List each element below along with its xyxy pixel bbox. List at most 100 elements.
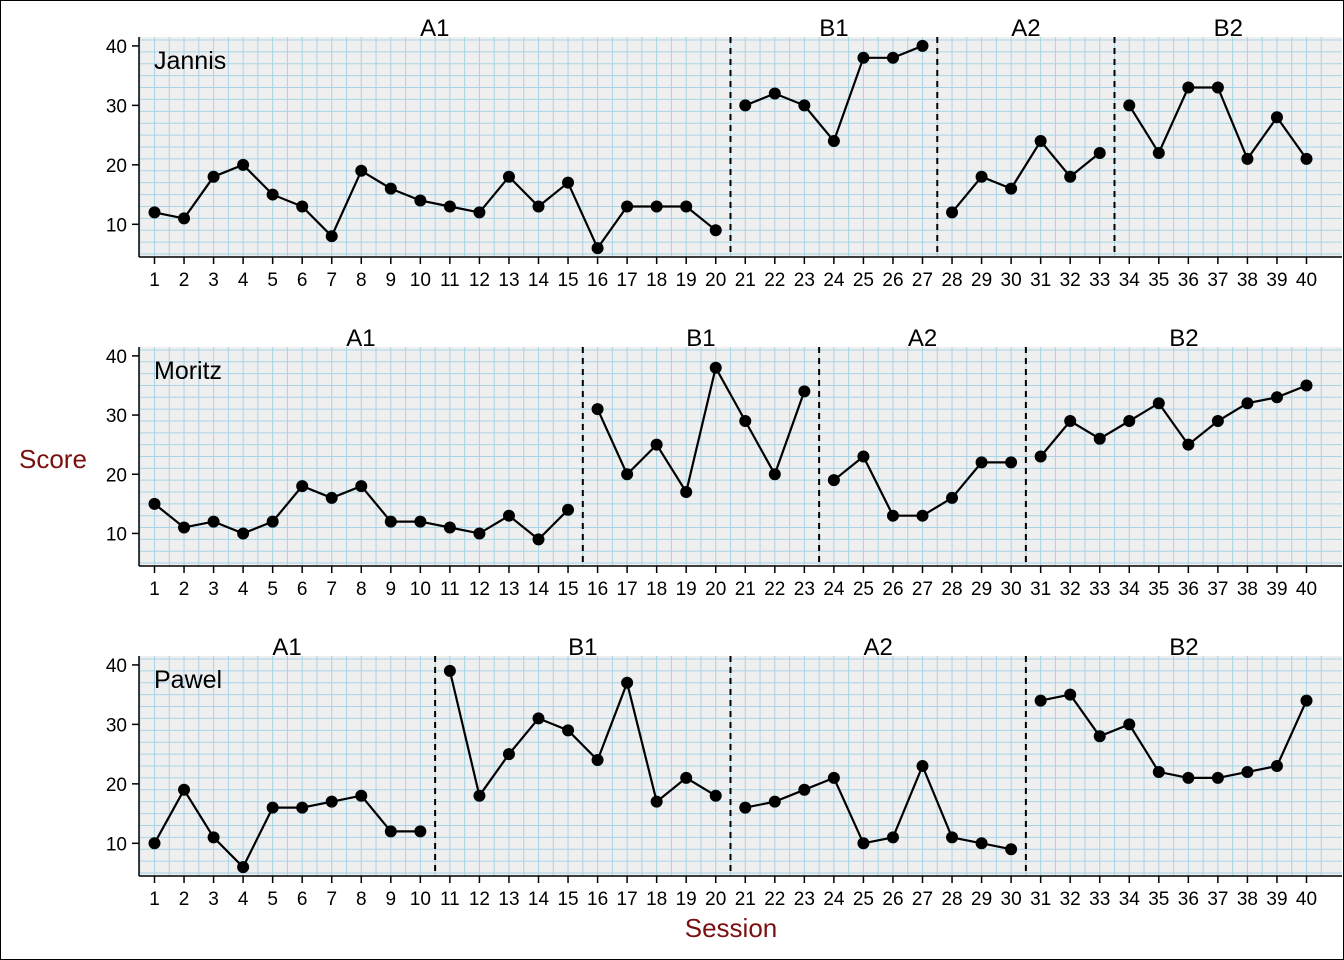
data-point — [591, 242, 604, 255]
x-tick-label: 1 — [149, 270, 160, 291]
data-point — [946, 206, 959, 219]
data-point — [325, 230, 338, 243]
phase-label: A1 — [420, 15, 449, 42]
data-point — [1300, 152, 1313, 165]
data-point — [532, 533, 545, 546]
x-tick-label: 34 — [1119, 270, 1141, 291]
data-point — [1241, 397, 1254, 410]
x-tick-label: 39 — [1266, 579, 1287, 600]
x-tick-label: 32 — [1060, 579, 1081, 600]
x-tick-label: 24 — [823, 889, 845, 910]
data-point — [798, 99, 811, 112]
x-tick-label: 17 — [617, 270, 638, 291]
x-tick-label: 24 — [823, 270, 845, 291]
x-tick-label: 10 — [410, 889, 431, 910]
x-tick-label: 14 — [528, 889, 550, 910]
data-point — [443, 200, 456, 213]
x-tick-label: 3 — [208, 579, 219, 600]
x-tick-label: 3 — [208, 889, 219, 910]
data-point — [1123, 718, 1136, 731]
x-tick-label: 31 — [1030, 270, 1051, 291]
x-tick-label: 40 — [1296, 889, 1317, 910]
phase-label: B2 — [1169, 325, 1198, 352]
x-tick-label: 40 — [1296, 270, 1317, 291]
x-tick-label: 18 — [646, 889, 667, 910]
x-tick-label: 25 — [853, 270, 874, 291]
x-tick-label: 37 — [1207, 579, 1228, 600]
data-point — [355, 789, 368, 802]
x-tick-label: 34 — [1119, 579, 1141, 600]
series-line — [448, 670, 717, 804]
data-point — [473, 789, 486, 802]
x-tick-label: 39 — [1266, 889, 1287, 910]
data-point — [207, 831, 220, 844]
x-tick-label: 27 — [912, 579, 933, 600]
y-tick-label: 30 — [106, 406, 127, 427]
x-tick-label: 33 — [1089, 889, 1110, 910]
data-point — [1064, 170, 1077, 183]
phase-label: A2 — [1011, 15, 1040, 42]
x-tick-label: 28 — [941, 270, 962, 291]
data-point — [1152, 146, 1165, 159]
data-point — [502, 748, 515, 761]
x-tick-label: 7 — [326, 579, 337, 600]
x-tick-label: 21 — [735, 270, 756, 291]
x-tick-label: 12 — [469, 889, 490, 910]
data-point — [857, 450, 870, 463]
x-tick-label: 9 — [386, 889, 397, 910]
case-label: Jannis — [154, 47, 226, 75]
x-tick-label: 6 — [297, 270, 308, 291]
x-tick-label: 15 — [557, 889, 578, 910]
data-point — [207, 515, 220, 528]
data-point — [827, 474, 840, 487]
data-point — [443, 664, 456, 677]
data-point — [1034, 694, 1047, 707]
data-point — [296, 480, 309, 493]
series-line — [1039, 384, 1307, 458]
x-tick-label: 14 — [528, 579, 550, 600]
y-tick-label: 20 — [106, 465, 127, 486]
data-point — [886, 831, 899, 844]
data-point — [857, 51, 870, 64]
x-tick-label: 26 — [882, 579, 903, 600]
data-point — [916, 39, 929, 52]
x-tick-label: 9 — [386, 270, 397, 291]
data-point — [502, 509, 515, 522]
data-point — [975, 837, 988, 850]
data-point — [1093, 730, 1106, 743]
y-tick-label: 20 — [106, 156, 127, 177]
data-point — [384, 182, 397, 195]
y-tick-label: 10 — [106, 524, 127, 545]
x-tick-label: 5 — [267, 579, 278, 600]
data-point — [739, 99, 752, 112]
data-point — [178, 212, 191, 225]
data-point — [562, 503, 575, 516]
x-tick-label: 29 — [971, 270, 992, 291]
x-tick-label: 37 — [1207, 889, 1228, 910]
x-tick-label: 18 — [646, 270, 667, 291]
x-tick-label: 30 — [1001, 270, 1022, 291]
x-tick-label: 6 — [297, 579, 308, 600]
x-tick-label: 28 — [941, 889, 962, 910]
x-tick-label: 36 — [1178, 270, 1199, 291]
x-tick-label: 26 — [882, 270, 903, 291]
y-tick-label: 20 — [106, 775, 127, 796]
x-tick-label: 29 — [971, 579, 992, 600]
data-point — [325, 491, 338, 504]
data-point — [739, 801, 752, 814]
data-point — [768, 468, 781, 481]
data-point — [768, 795, 781, 808]
data-point — [621, 468, 634, 481]
data-point — [1211, 771, 1224, 784]
series-line — [1040, 693, 1308, 780]
y-axis-title: Score — [19, 444, 87, 474]
x-tick-label: 35 — [1148, 889, 1169, 910]
x-tick-label: 15 — [557, 270, 578, 291]
x-tick-label: 8 — [356, 889, 367, 910]
x-tick-label: 31 — [1030, 579, 1051, 600]
x-tick-label: 28 — [941, 579, 962, 600]
x-tick-label: 1 — [149, 579, 160, 600]
x-tick-label: 9 — [386, 579, 397, 600]
data-point — [562, 176, 575, 189]
x-tick-label: 11 — [440, 579, 460, 600]
